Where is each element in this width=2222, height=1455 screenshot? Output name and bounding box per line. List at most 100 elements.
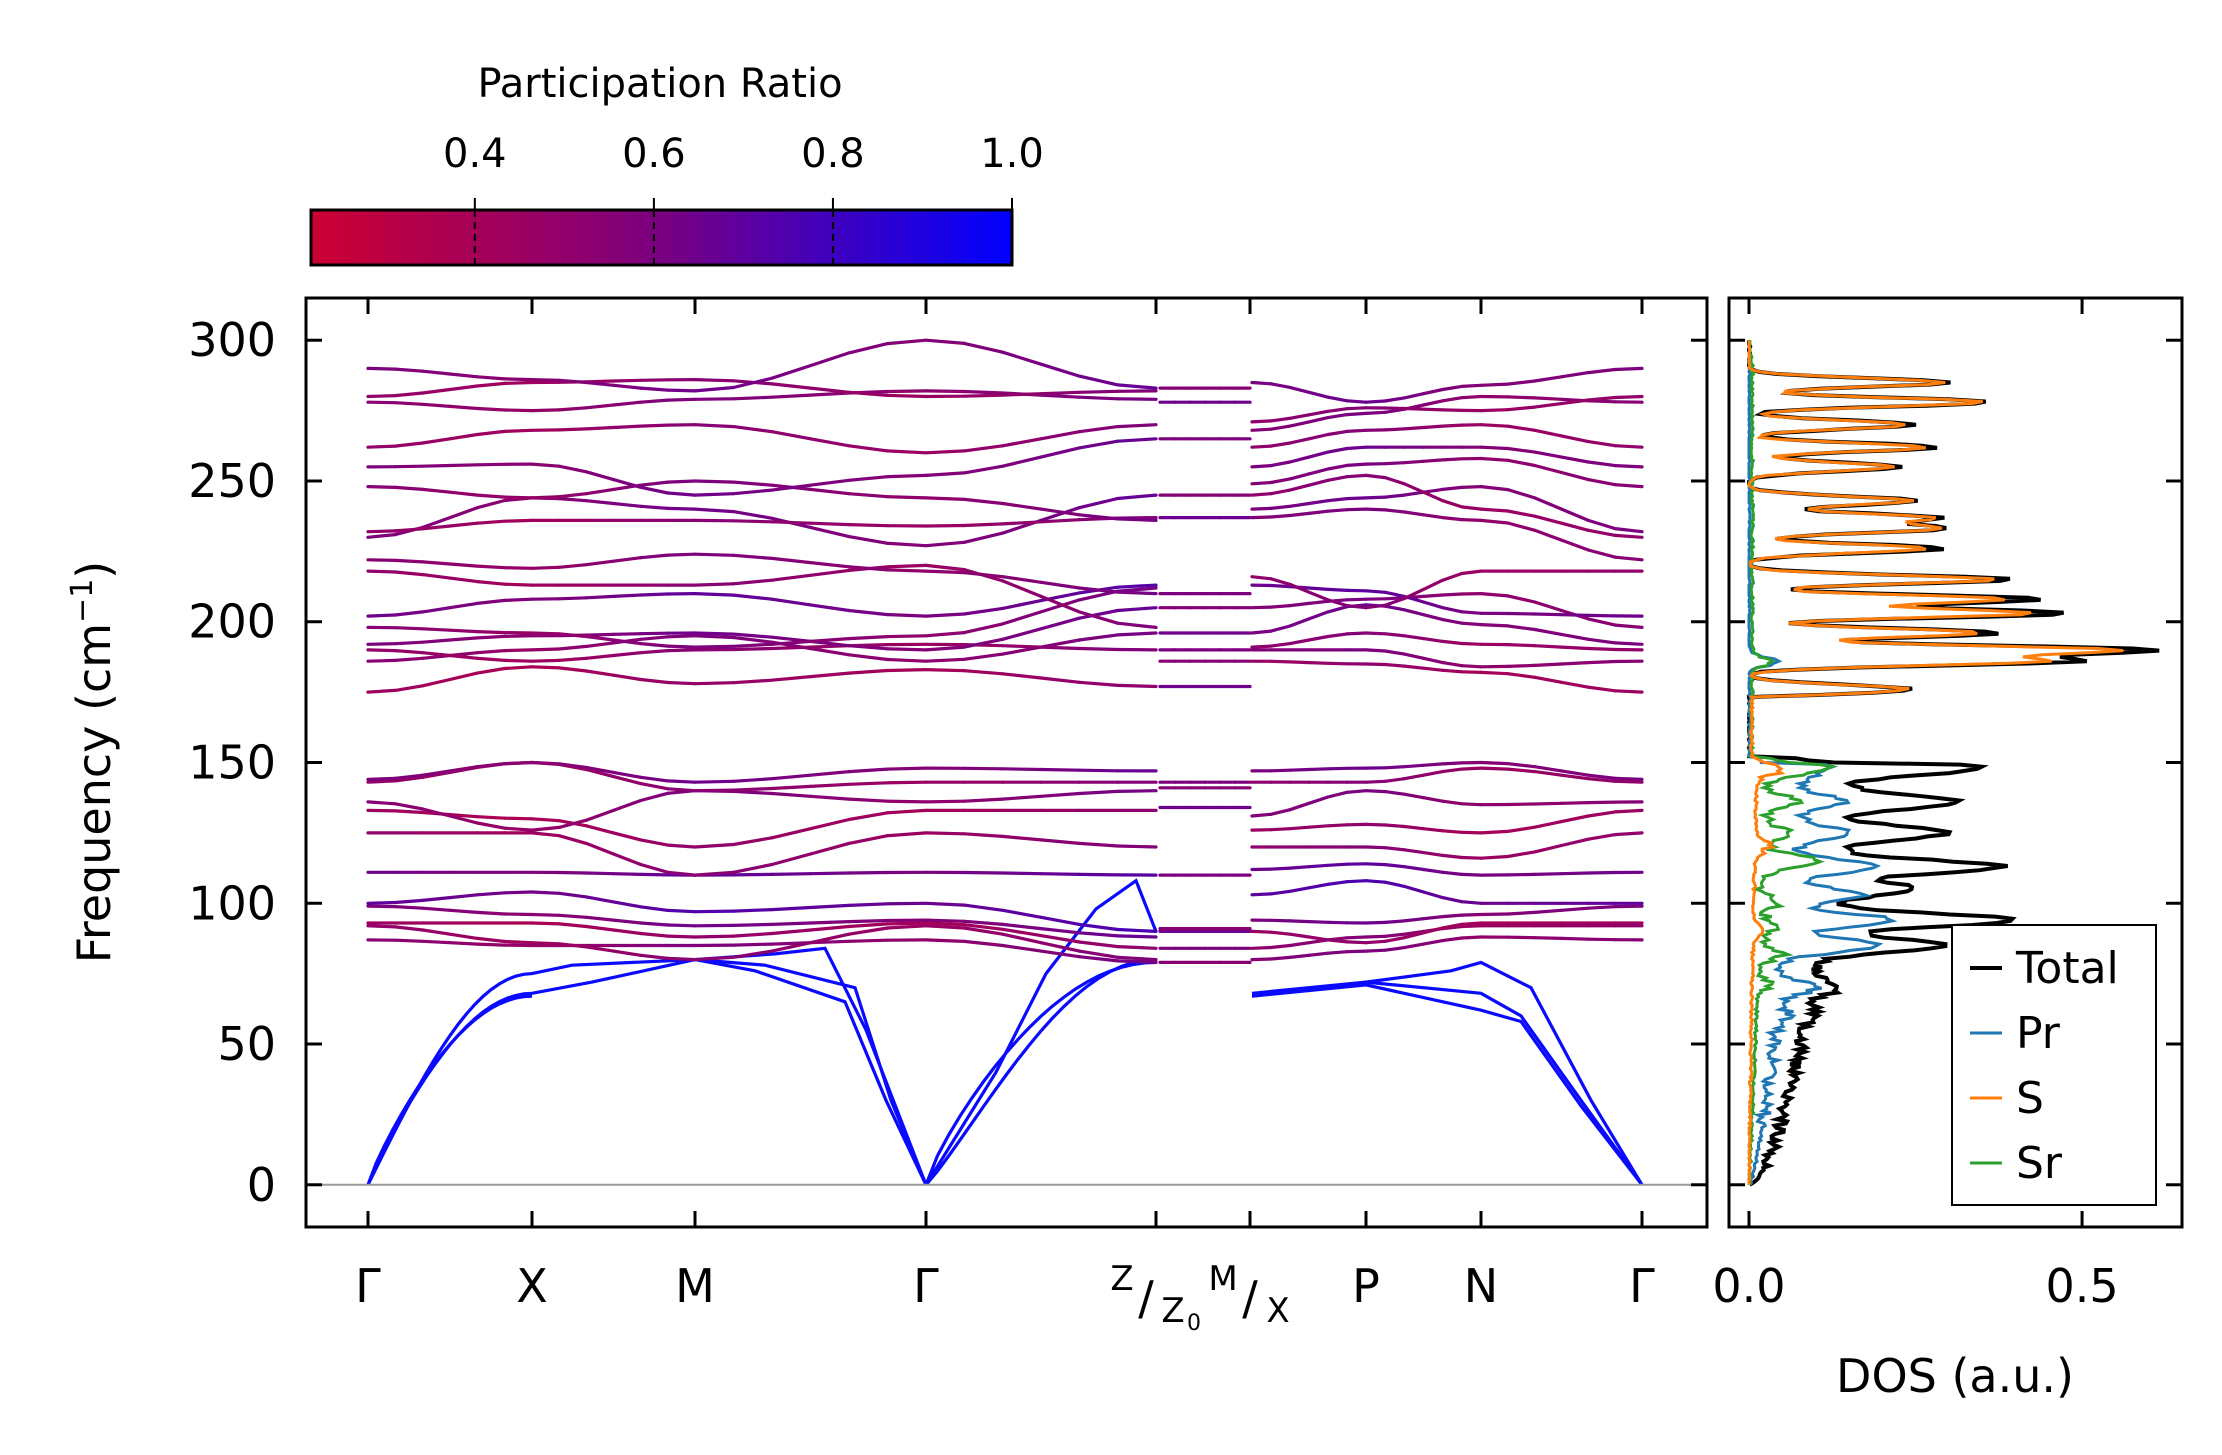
- optical-band: [1326, 475, 1349, 482]
- optical-band: [962, 341, 1005, 354]
- dos-lines: [1746, 339, 2160, 1187]
- optical-band: [584, 915, 616, 922]
- optical-band: [1001, 834, 1043, 842]
- optical-band: [1364, 603, 1387, 610]
- optical-band: [1307, 767, 1330, 772]
- optical-band: [693, 634, 736, 640]
- optical-band: [557, 870, 588, 875]
- optical-band: [1077, 395, 1120, 401]
- optical-band: [1441, 761, 1464, 766]
- optical-band: [1533, 765, 1564, 773]
- colorbar-tick-label: 0.4: [443, 131, 507, 177]
- optical-band: [847, 834, 890, 846]
- optical-band: [1421, 513, 1445, 520]
- optical-band: [503, 582, 534, 587]
- band-ytick-label: 50: [217, 1017, 276, 1071]
- optical-band: [393, 904, 425, 910]
- xtick-label-gamma-1: Γ: [355, 1259, 381, 1313]
- optical-band: [1326, 862, 1349, 867]
- colorbar: Participation Ratio 0.4 0.6 0.8 1.0: [309, 61, 1044, 267]
- colorbar-tick-label: 1.0: [980, 131, 1044, 177]
- optical-band: [847, 475, 890, 482]
- optical-band: [770, 674, 813, 682]
- optical-band: [1402, 865, 1426, 872]
- optical-band: [1559, 814, 1590, 824]
- optical-band: [808, 386, 851, 394]
- optical-band: [393, 570, 425, 577]
- optical-band: [1383, 476, 1406, 486]
- optical-band: [1506, 663, 1537, 669]
- xtick-label-break-slash-2: /: [1242, 1271, 1258, 1325]
- optical-band: [1421, 796, 1445, 803]
- optical-band: [1613, 533, 1644, 539]
- xtick-label-n: N: [1464, 1259, 1498, 1313]
- optical-band: [1586, 800, 1617, 805]
- optical-band: [366, 366, 397, 371]
- optical-band: [1250, 419, 1273, 424]
- optical-band: [693, 681, 736, 686]
- optical-band: [1460, 664, 1483, 669]
- optical-band: [666, 779, 697, 784]
- optical-band: [1421, 666, 1445, 672]
- optical-band: [731, 949, 774, 959]
- optical-band: [1288, 865, 1311, 870]
- optical-band: [1506, 446, 1537, 454]
- optical-band: [1402, 929, 1426, 936]
- optical-band: [1421, 487, 1445, 494]
- optical-band: [924, 338, 966, 345]
- optical-band: [1345, 428, 1368, 433]
- optical-band: [1460, 802, 1483, 807]
- optical-band: [503, 939, 534, 945]
- optical-band: [557, 378, 588, 385]
- optical-band: [693, 385, 736, 393]
- optical-band: [1116, 789, 1158, 794]
- xtick-label-m: M: [675, 1259, 715, 1313]
- optical-band: [1421, 890, 1445, 900]
- optical-band: [557, 942, 588, 949]
- optical-band: [1533, 428, 1564, 438]
- optical-band: [1269, 382, 1292, 389]
- optical-band: [1383, 427, 1406, 432]
- optical-band: [1441, 639, 1464, 646]
- optical-band: [962, 606, 1005, 616]
- optical-band: [1533, 375, 1564, 383]
- optical-band: [1559, 769, 1590, 777]
- optical-band: [885, 563, 928, 569]
- optical-band: [885, 473, 928, 479]
- optical-band: [503, 380, 534, 385]
- optical-band: [808, 903, 851, 910]
- optical-band: [1402, 459, 1426, 465]
- optical-band: [421, 437, 452, 445]
- optical-band: [1533, 801, 1564, 806]
- optical-band: [393, 656, 425, 663]
- optical-band: [1039, 838, 1081, 846]
- optical-band: [1326, 429, 1349, 437]
- optical-band: [1001, 455, 1043, 468]
- optical-band: [393, 640, 425, 646]
- optical-band: [1326, 605, 1349, 614]
- optical-band: [1402, 848, 1426, 855]
- optical-band: [475, 910, 507, 916]
- optical-band: [366, 444, 397, 449]
- optical-band: [1586, 659, 1617, 665]
- optical-band: [1506, 935, 1537, 940]
- optical-band: [1077, 955, 1120, 963]
- optical-band: [1001, 932, 1043, 945]
- optical-band: [1383, 590, 1406, 599]
- optical-band: [1288, 886, 1311, 893]
- optical-band: [448, 506, 479, 520]
- optical-band: [770, 597, 813, 607]
- optical-band: [770, 556, 813, 565]
- optical-band: [731, 519, 774, 524]
- optical-band: [731, 646, 774, 652]
- optical-band: [584, 641, 616, 649]
- y-axis-title-sup: −1: [65, 579, 100, 623]
- optical-band: [639, 862, 670, 874]
- optical-band: [770, 382, 813, 390]
- optical-band: [1269, 624, 1292, 633]
- optical-band: [666, 923, 697, 928]
- optical-band: [530, 378, 561, 382]
- optical-band: [1460, 921, 1483, 926]
- optical-band: [1001, 672, 1043, 680]
- optical-band: [731, 872, 774, 877]
